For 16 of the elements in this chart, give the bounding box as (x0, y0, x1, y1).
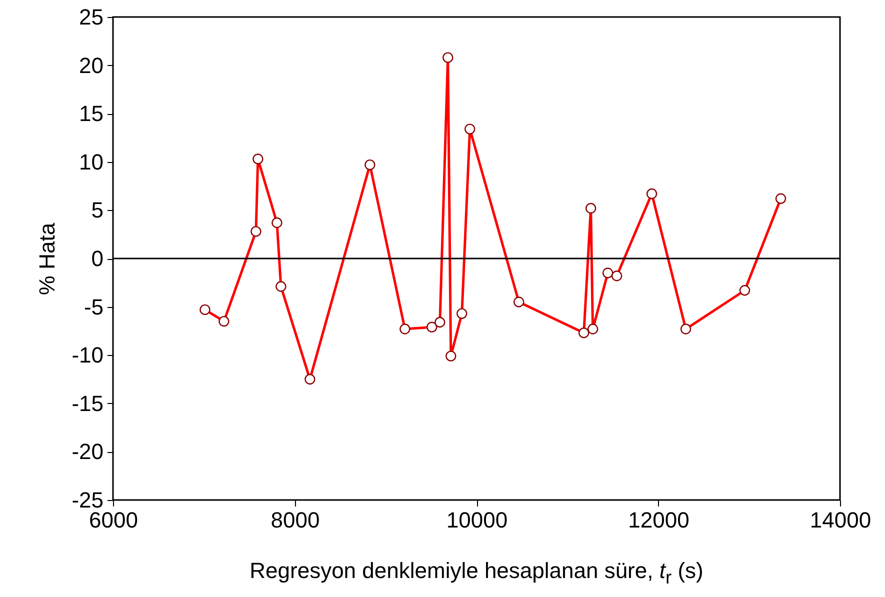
y-tick-label: -15 (72, 390, 104, 416)
y-tick-label: 5 (91, 198, 104, 223)
x-axis-title: Regresyon denklemiyle hesaplanan süre, t$_{r}$ (s) (248, 558, 704, 588)
y-tick-label: 0 (91, 246, 104, 271)
x-tick-label: 12000 (628, 508, 690, 532)
y-tick-label: 25 (79, 4, 104, 30)
x-tick-label: 8000 (270, 508, 320, 532)
y-tick-label: 10 (79, 149, 104, 174)
y-tick-label: 20 (79, 52, 104, 78)
x-tick-label: 10000 (446, 508, 508, 532)
y-tick-label: 15 (79, 101, 104, 126)
y-tick-label: -20 (72, 439, 104, 464)
x-tick-label: 14000 (810, 508, 872, 532)
y-tick-label: -10 (72, 342, 104, 368)
y-axis-title: % Hata (34, 222, 60, 296)
y-tick-label: -5 (84, 294, 104, 320)
